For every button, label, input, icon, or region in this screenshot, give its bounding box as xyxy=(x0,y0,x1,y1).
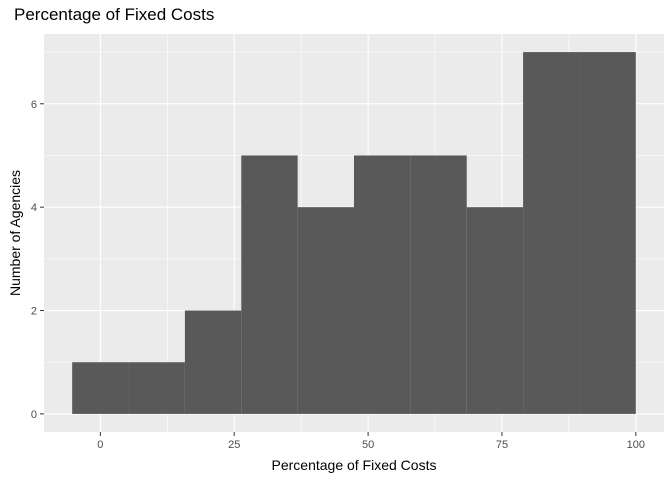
histogram-bars xyxy=(72,52,636,414)
y-tick-label: 2 xyxy=(31,306,37,318)
histogram-bar xyxy=(523,52,580,414)
y-tick-label: 0 xyxy=(31,409,37,421)
x-tick-label: 75 xyxy=(496,439,508,451)
x-axis: 0 25 50 75 100 xyxy=(97,432,645,451)
x-tick-label: 50 xyxy=(362,439,374,451)
histogram-bar xyxy=(184,310,242,414)
histogram-bar xyxy=(410,155,467,414)
x-tick-label: 0 xyxy=(97,439,103,451)
histogram-bar xyxy=(297,207,354,414)
y-tick-label: 6 xyxy=(31,99,37,111)
histogram-bar xyxy=(579,52,636,414)
y-axis: 0 2 4 6 xyxy=(31,99,44,421)
histogram-bar xyxy=(128,362,185,414)
y-tick-label: 4 xyxy=(31,202,37,214)
histogram-bar xyxy=(353,155,411,414)
x-axis-title: Percentage of Fixed Costs xyxy=(272,457,437,473)
y-axis-title: Number of Agencies xyxy=(7,170,23,296)
histogram-bar xyxy=(241,155,298,414)
x-tick-label: 100 xyxy=(627,439,645,451)
chart-title: Percentage of Fixed Costs xyxy=(14,5,215,24)
histogram-bar xyxy=(466,207,524,414)
histogram-bar xyxy=(72,362,129,414)
x-tick-label: 25 xyxy=(228,439,240,451)
